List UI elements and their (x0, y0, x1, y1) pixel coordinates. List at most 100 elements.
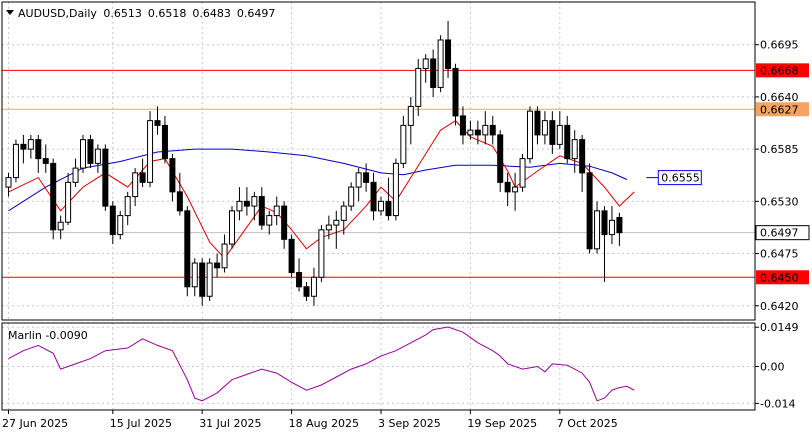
candle (474, 120, 481, 145)
candle (87, 134, 94, 169)
candle-body (27, 139, 34, 150)
price-tick-label: 0.6530 (760, 195, 799, 208)
candle-body (467, 129, 474, 136)
candle (221, 234, 228, 273)
candle (296, 258, 303, 292)
candle (251, 191, 258, 221)
candle (333, 210, 340, 249)
candle (109, 201, 116, 245)
candle-body (132, 172, 139, 198)
indicator-tick-label: 0.00 (760, 361, 785, 374)
candle-body (169, 158, 176, 193)
candle (459, 106, 466, 145)
candle (400, 115, 407, 169)
current-price-label: 0.6497 (760, 227, 799, 240)
candle (50, 158, 57, 240)
candle-body (608, 219, 615, 236)
candle-body (459, 115, 466, 136)
candle-body (489, 124, 496, 136)
time-tick-label: 7 Oct 2025 (557, 417, 618, 430)
candle-body (57, 221, 64, 231)
candle-body (109, 205, 116, 236)
level-price-label: 0.6627 (760, 103, 799, 116)
candle-body (452, 67, 459, 117)
candle (5, 172, 12, 197)
candle (504, 172, 511, 207)
candle-body (325, 224, 332, 231)
candle (35, 134, 42, 173)
candle-body (571, 139, 578, 160)
candle (527, 106, 533, 164)
candle (124, 191, 131, 226)
candle-body (147, 120, 154, 183)
candle-body (340, 205, 347, 221)
candle-body (191, 262, 198, 288)
candle (243, 187, 250, 216)
indicator-grid (2, 323, 755, 410)
candle (370, 172, 377, 221)
candle (564, 115, 571, 164)
time-tick-label: 31 Jul 2025 (199, 417, 261, 430)
candle (392, 158, 399, 221)
candle-body (288, 238, 295, 274)
time-axis: 27 Jun 2025 15 Jul 2025 31 Jul 2025 18 Aug … (2, 410, 618, 430)
candle-body (206, 262, 213, 297)
indicator-axis: 0.0149 0.00 -0.014 (755, 321, 799, 410)
candles (5, 20, 623, 306)
candle (258, 187, 265, 230)
candle-body (12, 143, 19, 179)
price-tick-label: 0.6475 (760, 248, 799, 261)
candle-body (474, 129, 481, 136)
candle (27, 134, 34, 159)
candle (608, 206, 615, 245)
ma-label-box (657, 170, 702, 186)
candle-body (251, 196, 258, 207)
time-tick-label: 27 Jun 2025 (2, 417, 68, 430)
candle (161, 115, 168, 164)
candle (467, 120, 474, 140)
current-price-tag (755, 225, 810, 241)
candle (57, 215, 64, 240)
marlin-indicator (8, 326, 635, 402)
candle-body (221, 243, 228, 269)
moving-average-line (8, 148, 628, 212)
candle-body (5, 177, 12, 188)
candle (206, 258, 213, 302)
candle-body (176, 191, 183, 212)
candle (497, 130, 504, 192)
candle-body (154, 120, 161, 126)
candle (363, 163, 370, 192)
candle-body (258, 196, 265, 226)
ohlc-low: 0.6483 (192, 7, 231, 20)
time-tick-label: 19 Sep 2025 (467, 417, 537, 430)
candle (229, 206, 235, 249)
candle (452, 63, 459, 126)
menu-triangle-icon[interactable] (6, 10, 14, 15)
candle (42, 144, 49, 173)
candle-body (400, 124, 407, 164)
candle (586, 163, 593, 254)
candle (80, 134, 86, 173)
candle-body (445, 39, 452, 69)
candle (273, 196, 280, 226)
candle (378, 196, 384, 216)
candle (288, 234, 295, 278)
candle-body (229, 210, 235, 245)
candle (132, 168, 139, 207)
candle (147, 111, 154, 188)
chart-title: AUDUSD,Daily (18, 7, 97, 20)
candle-body (87, 139, 94, 164)
indicator-tick-label: -0.014 (760, 397, 795, 410)
candle (385, 177, 392, 221)
level-price-label: 0.6450 (760, 271, 799, 284)
candle-body (579, 139, 586, 174)
candle (281, 201, 288, 249)
candle (601, 206, 608, 283)
candle-body (80, 139, 86, 169)
price-tick-label: 0.6420 (760, 300, 799, 313)
candle-body (318, 229, 325, 278)
candle (139, 158, 146, 188)
candle (154, 106, 161, 135)
level-price-tag (756, 63, 809, 78)
